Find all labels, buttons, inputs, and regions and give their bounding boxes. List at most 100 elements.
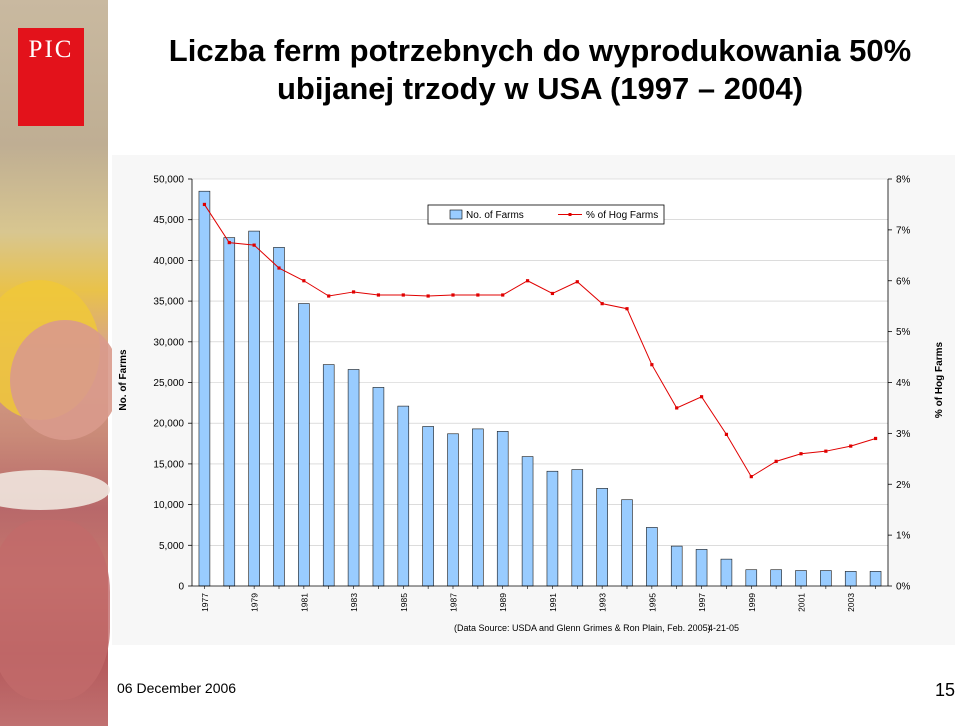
y-right-tick-label: 3% <box>896 429 911 440</box>
x-tick-label: 1991 <box>548 593 558 612</box>
bar-1996 <box>670 545 683 587</box>
farms-chart: 0 5,000 10,000 15,000 20,000 25,000 30,000 35,0… <box>118 175 945 634</box>
percent-point-1991 <box>550 291 555 296</box>
bar-1980 <box>273 247 285 587</box>
percent-point-2002 <box>824 449 828 453</box>
legend-label-farms: No. of Farms <box>466 210 524 221</box>
x-tick-label: 1997 <box>697 593 707 612</box>
title-line-2: ubijanej trzody w USA (1997 – 2004) <box>276 71 804 106</box>
y-left-tick-label: 35,000 <box>153 297 184 308</box>
y-left-tick-label: 10,000 <box>153 500 184 511</box>
bar-1995 <box>646 527 658 587</box>
y-left-tick-label: 30,000 <box>153 337 184 348</box>
x-tick-label: 1999 <box>747 593 757 612</box>
x-tick-label: 1983 <box>349 593 359 612</box>
bar-1983 <box>347 369 360 587</box>
data-source-note: (Data Source: USDA and Glenn Grimes & Ro… <box>454 623 711 633</box>
page-number: 15 <box>934 680 955 700</box>
percent-point-1996 <box>675 406 679 410</box>
percent-point-1979 <box>252 243 256 247</box>
legend-label-percent: % of Hog Farms <box>586 210 658 221</box>
percent-point-2003 <box>849 444 853 448</box>
y-left-tick-label: 40,000 <box>153 256 184 267</box>
bar-2004 <box>869 571 882 587</box>
percent-point-1999 <box>749 475 753 479</box>
title-line-1: Liczba ferm potrzebnych do wyprodukowani… <box>168 33 912 68</box>
bar-1989 <box>496 431 509 587</box>
bar-1981 <box>298 303 310 587</box>
percent-point-1995 <box>650 363 654 367</box>
bar-2001 <box>795 570 807 587</box>
bar-1979 <box>248 230 260 587</box>
percent-point-2000 <box>774 459 778 463</box>
percent-point-1997 <box>699 395 704 399</box>
percent-point-1987 <box>451 293 455 297</box>
percent-point-2001 <box>799 452 803 456</box>
pic-logo: PIC <box>18 28 84 126</box>
y-right-tick-label: 1% <box>896 531 911 542</box>
footer-date: 06 December 2006 <box>117 680 237 696</box>
percent-point-1994 <box>625 307 629 311</box>
percent-point-1989 <box>501 293 505 297</box>
bar-1998 <box>720 558 733 587</box>
percent-point-1983 <box>351 290 356 294</box>
y-left-tick-label: 20,000 <box>153 419 184 430</box>
bar-1997 <box>695 549 708 587</box>
percent-point-1985 <box>401 293 405 297</box>
y-right-tick-label: 8% <box>896 175 911 186</box>
percent-point-1993 <box>600 302 604 306</box>
y-left-tick-label: 50,000 <box>153 175 184 186</box>
y-left-tick-label: 45,000 <box>153 215 184 226</box>
bar-1999 <box>745 569 758 587</box>
x-tick-label: 1995 <box>647 593 657 612</box>
y-right-tick-label: 2% <box>896 480 911 491</box>
bar-1993 <box>596 488 608 587</box>
percent-point-1992 <box>575 280 579 284</box>
bar-2002 <box>820 570 832 587</box>
x-tick-label: 2003 <box>846 593 856 612</box>
percent-point-1982 <box>327 294 331 298</box>
x-tick-label: 1979 <box>250 593 260 612</box>
bar-2003 <box>844 571 857 587</box>
bar-1982 <box>322 364 335 587</box>
bar-1978 <box>223 237 236 587</box>
logo-text: PIC <box>28 36 74 63</box>
percent-point-1978 <box>227 240 231 245</box>
x-tick-label: 2001 <box>797 593 807 612</box>
y-right-tick-label: 0% <box>896 582 911 593</box>
bar-1988 <box>472 428 484 587</box>
legend-bar-swatch <box>449 209 463 220</box>
y-left-tick-label: 5,000 <box>159 541 184 552</box>
percent-point-1984 <box>376 293 381 297</box>
bar-1984 <box>372 387 385 587</box>
x-tick-label: 1977 <box>200 593 210 612</box>
legend-box <box>427 204 665 225</box>
y-left-tick-label: 0 <box>178 582 184 593</box>
percent-point-1998 <box>724 432 729 436</box>
y-right-tick-label: 6% <box>896 276 911 287</box>
percent-point-1980 <box>277 266 281 270</box>
x-tick-label: 1985 <box>399 593 409 612</box>
percent-point-1990 <box>525 279 530 283</box>
percent-point-2004 <box>873 436 878 441</box>
percent-point-1977 <box>202 202 207 207</box>
bar-1985 <box>397 405 410 587</box>
y-left-tick-label: 15,000 <box>153 459 184 470</box>
bar-1986 <box>422 426 434 587</box>
slide-title: Liczba ferm potrzebnych do wyprodukowani… <box>130 32 950 108</box>
bar-1994 <box>621 499 633 587</box>
y-left-axis-label: No. of Farms <box>118 349 129 411</box>
bar-1992 <box>571 469 584 587</box>
bar-1990 <box>521 456 534 587</box>
bar-1977 <box>198 190 211 587</box>
y-right-tick-label: 4% <box>896 378 911 389</box>
y-right-tick-label: 7% <box>896 225 911 236</box>
percent-point-1988 <box>476 293 480 297</box>
y-right-axis-label: % of Hog Farms <box>934 342 945 419</box>
bar-1991 <box>546 470 559 587</box>
x-tick-label: 1989 <box>498 593 508 612</box>
y-right-tick-label: 5% <box>896 327 911 338</box>
x-tick-label: 1981 <box>299 593 309 612</box>
y-left-tick-label: 25,000 <box>153 378 184 389</box>
legend-line-marker <box>568 213 572 216</box>
